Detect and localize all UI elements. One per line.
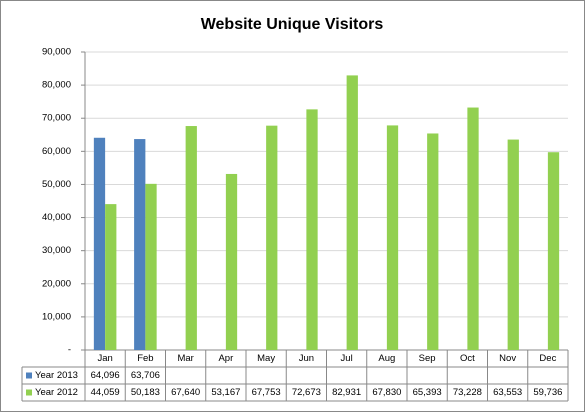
bar [427, 133, 439, 350]
table-value: 63,706 [131, 370, 160, 381]
bar [306, 109, 318, 351]
bar [93, 137, 106, 350]
x-tick-label: Nov [499, 353, 516, 364]
table-value: 64,096 [91, 370, 120, 381]
table-value: 59,736 [533, 387, 562, 398]
table-value: 65,393 [413, 387, 442, 398]
table-value: 53,167 [211, 387, 240, 398]
x-tick-label: Sep [419, 353, 436, 364]
table-value: 82,931 [332, 387, 361, 398]
y-tick-label: 80,000 [42, 80, 71, 91]
legend-label: Year 2012 [35, 387, 78, 398]
x-tick-label: Aug [378, 353, 395, 364]
bar [266, 125, 278, 350]
bar [547, 152, 560, 350]
bar [346, 75, 358, 350]
legend-swatch [26, 372, 32, 379]
legend-label: Year 2013 [35, 370, 78, 381]
x-tick-label: Mar [177, 353, 193, 364]
y-tick-label: 50,000 [42, 179, 71, 190]
table-value: 67,753 [252, 387, 281, 398]
table-value: 73,228 [453, 387, 482, 398]
bar [386, 125, 399, 350]
x-tick-label: Jun [299, 353, 314, 364]
y-tick-label: 20,000 [42, 278, 71, 289]
y-tick-label: 70,000 [42, 113, 71, 124]
table-value: 44,059 [91, 387, 120, 398]
bar [185, 126, 197, 351]
x-tick-label: Dec [539, 353, 556, 364]
table-value: 67,640 [171, 387, 200, 398]
x-tick-label: Feb [137, 353, 153, 364]
x-tick-label: Jul [341, 353, 353, 364]
y-tick-label: 90,000 [42, 47, 71, 58]
y-tick-label: 10,000 [42, 311, 71, 322]
x-tick-label: Jan [97, 353, 112, 364]
table-value: 67,830 [372, 387, 401, 398]
bar [467, 107, 479, 350]
bar [507, 139, 519, 350]
y-tick-label: 40,000 [42, 212, 71, 223]
y-tick-label: 30,000 [42, 245, 71, 256]
x-tick-label: Apr [218, 353, 233, 364]
x-tick-label: Oct [460, 353, 475, 364]
bar [134, 139, 146, 350]
bar [145, 183, 157, 350]
legend-swatch [26, 389, 32, 396]
x-tick-label: May [257, 353, 275, 364]
bar [225, 173, 238, 350]
table-value: 63,553 [493, 387, 522, 398]
y-tick-label: - [68, 345, 71, 356]
y-tick-label: 60,000 [42, 146, 71, 157]
table-value: 72,673 [292, 387, 321, 398]
table-value: 50,183 [131, 387, 160, 398]
chart-title: Website Unique Visitors [201, 16, 384, 33]
bar [105, 204, 117, 350]
